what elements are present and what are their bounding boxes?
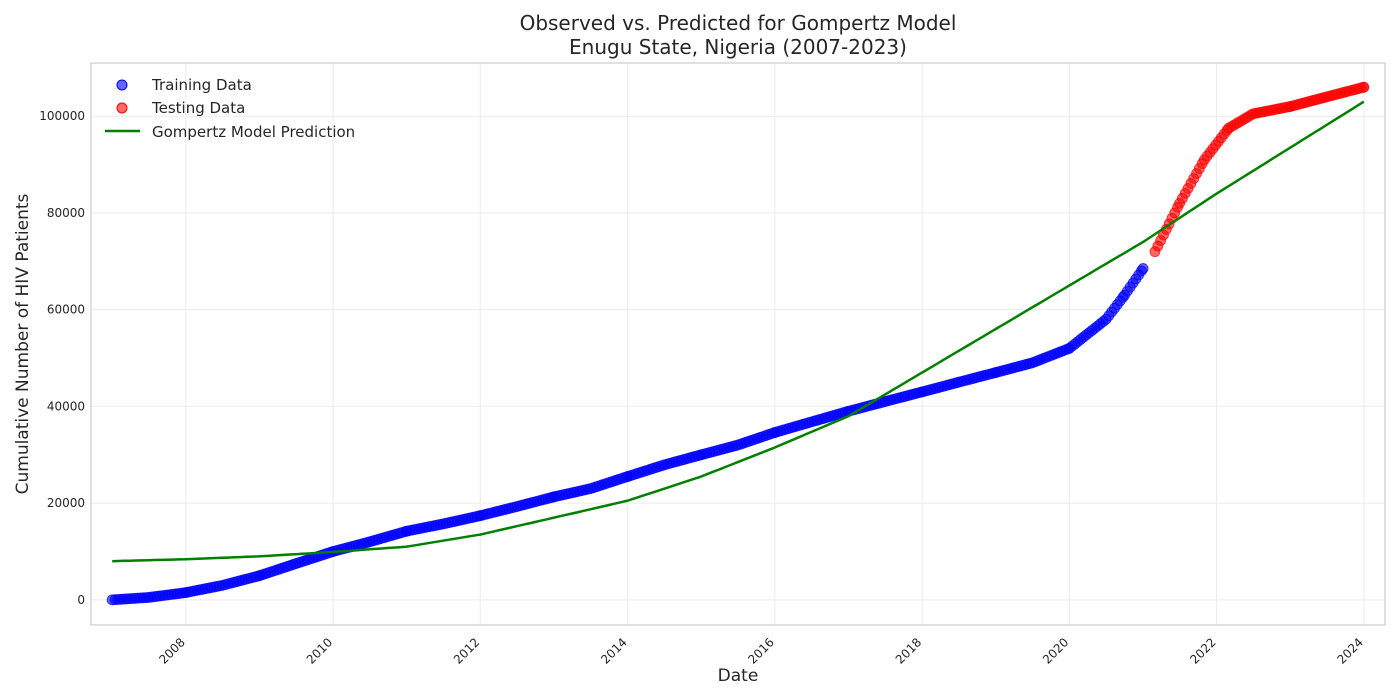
gompertz-prediction-line [112, 100, 1365, 563]
x-tick-label: 2008 [156, 635, 187, 666]
x-axis-label: Date [718, 666, 759, 686]
x-tick-label: 2020 [1040, 635, 1071, 666]
chart-title: Observed vs. Predicted for Gompertz Mode… [520, 11, 957, 35]
x-tick-label: 2012 [451, 635, 482, 666]
data-point [1137, 263, 1149, 274]
x-tick-label: 2022 [1187, 635, 1218, 666]
y-tick-label: 60000 [47, 303, 85, 317]
x-tick-label: 2016 [745, 635, 776, 666]
legend-marker-training [116, 79, 128, 91]
chart-subtitle: Enugu State, Nigeria (2007-2023) [569, 35, 907, 59]
legend-marker-testing [116, 102, 128, 114]
y-tick-label: 40000 [47, 399, 85, 413]
grid [91, 63, 1385, 625]
x-tick-label: 2010 [304, 635, 335, 666]
y-tick-label: 80000 [47, 206, 85, 220]
plot-frame [90, 62, 1386, 626]
x-tick-label: 2018 [893, 635, 924, 666]
x-tick-label: 2014 [598, 635, 629, 666]
series-training [106, 263, 1149, 606]
legend-label-gompertz: Gompertz Model Prediction [152, 123, 355, 141]
x-tick-label: 2024 [1334, 635, 1365, 666]
legend-label-training: Training Data [151, 76, 252, 94]
legend-label-testing: Testing Data [151, 99, 245, 117]
series-testing [1149, 81, 1370, 258]
legend: Training Data Testing Data Gompertz Mode… [105, 76, 355, 141]
y-tick-label: 100000 [39, 109, 85, 123]
y-tick-label: 20000 [47, 496, 85, 510]
data-point [1358, 81, 1370, 93]
series-layer [106, 81, 1370, 606]
y-tick-label: 0 [77, 593, 85, 607]
y-axis-label: Cumulative Number of HIV Patients [13, 193, 33, 494]
